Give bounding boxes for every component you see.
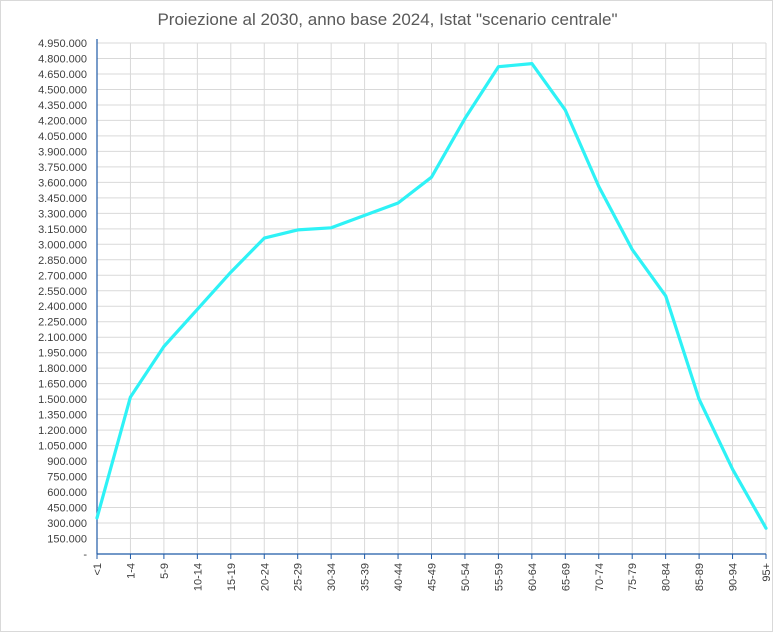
y-tick-label: 3.000.000 — [38, 239, 87, 251]
x-tick-label: 55-59 — [493, 563, 505, 591]
x-tick-label: 40-44 — [393, 563, 405, 591]
y-tick-label: 2.400.000 — [38, 301, 87, 313]
y-tick-label: 1.950.000 — [38, 348, 87, 360]
y-tick-label: - — [83, 549, 87, 561]
y-tick-label: 1.800.000 — [38, 363, 87, 375]
y-tick-label: 600.000 — [47, 487, 87, 499]
y-tick-label: 4.500.000 — [38, 84, 87, 96]
y-tick-label: 1.200.000 — [38, 425, 87, 437]
y-tick-label: 2.700.000 — [38, 270, 87, 282]
x-tick-label: 50-54 — [460, 563, 472, 591]
y-tick-label: 3.450.000 — [38, 193, 87, 205]
y-tick-label: 2.550.000 — [38, 286, 87, 298]
y-tick-label: 4.950.000 — [38, 38, 87, 50]
y-tick-label: 4.650.000 — [38, 69, 87, 81]
x-tick-label: 35-39 — [360, 563, 372, 591]
y-tick-label: 1.500.000 — [38, 394, 87, 406]
x-tick-label: 5-9 — [159, 563, 171, 579]
x-tick-label: 20-24 — [259, 563, 271, 591]
y-tick-label: 3.900.000 — [38, 146, 87, 158]
x-tick-label: 15-19 — [226, 563, 238, 591]
y-tick-label: 4.350.000 — [38, 100, 87, 112]
y-tick-label: 2.250.000 — [38, 317, 87, 329]
y-tick-label: 3.300.000 — [38, 208, 87, 220]
x-tick-label: 30-34 — [326, 563, 338, 591]
x-tick-label: 90-94 — [728, 563, 740, 591]
y-tick-label: 2.100.000 — [38, 332, 87, 344]
y-tick-label: 3.150.000 — [38, 224, 87, 236]
y-tick-label: 450.000 — [47, 503, 87, 515]
x-tick-label: 10-14 — [192, 563, 204, 591]
x-tick-label: 1-4 — [125, 563, 137, 579]
x-tick-label: 80-84 — [661, 563, 673, 591]
y-tick-label: 1.050.000 — [38, 441, 87, 453]
y-tick-label: 750.000 — [47, 472, 87, 484]
x-tick-label: 85-89 — [694, 563, 706, 591]
y-tick-label: 3.600.000 — [38, 177, 87, 189]
y-tick-label: 900.000 — [47, 456, 87, 468]
x-tick-label: 60-64 — [527, 563, 539, 591]
y-tick-label: 4.800.000 — [38, 53, 87, 65]
x-tick-label: 65-69 — [560, 563, 572, 591]
y-tick-label: 4.200.000 — [38, 115, 87, 127]
y-tick-label: 1.350.000 — [38, 410, 87, 422]
y-tick-label: 4.050.000 — [38, 131, 87, 143]
x-tick-label: <1 — [92, 563, 104, 576]
y-tick-label: 3.750.000 — [38, 162, 87, 174]
x-tick-label: 75-79 — [627, 563, 639, 591]
y-tick-label: 2.850.000 — [38, 255, 87, 267]
x-tick-label: 45-49 — [427, 563, 439, 591]
x-tick-label: 70-74 — [594, 563, 606, 591]
y-tick-label: 1.650.000 — [38, 379, 87, 391]
y-tick-label: 300.000 — [47, 518, 87, 530]
x-tick-label: 95+ — [761, 563, 773, 582]
x-tick-label: 25-29 — [293, 563, 305, 591]
chart-title: Proiezione al 2030, anno base 2024, Ista… — [157, 10, 618, 29]
y-tick-label: 150.000 — [47, 534, 87, 546]
